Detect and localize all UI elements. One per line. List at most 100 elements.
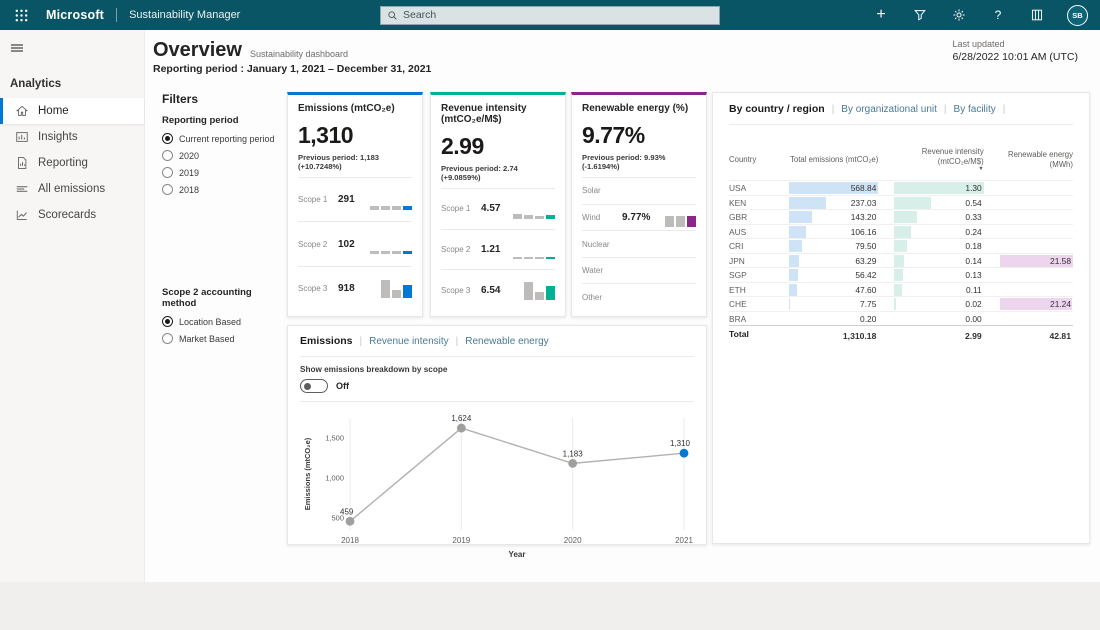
top-app-bar: Microsoft Sustainability Manager + ?: [0, 0, 1100, 30]
sidebar-item-all-emissions[interactable]: All emissions: [0, 176, 144, 202]
kpi-row-scope-1: Scope 1 4.57: [441, 187, 555, 229]
kpi-row-label: Nuclear: [582, 239, 610, 249]
total-label: Total: [729, 329, 749, 340]
table-row[interactable]: ETH 47.60 0.11: [729, 281, 1073, 297]
kpi-row-scope-2: Scope 2 1.21: [441, 228, 555, 270]
kpi-row-label: Solar: [582, 186, 601, 196]
y-tick-label: 500: [331, 514, 344, 523]
table-row[interactable]: GBR 143.20 0.33: [729, 209, 1073, 224]
kpi-row-label: Scope 2: [441, 244, 471, 254]
sidebar-item-home[interactable]: Home: [0, 98, 144, 124]
sidebar-item-insights[interactable]: Insights: [0, 124, 144, 150]
table-row[interactable]: CRI 79.50 0.18: [729, 238, 1073, 253]
radio-option-market-based[interactable]: Market Based: [162, 333, 286, 344]
table-cell-emissions: 237.03: [789, 196, 878, 209]
mini-bar: [524, 214, 533, 219]
data-bar: [999, 254, 1073, 267]
kpi-mini-bar-chart: [524, 280, 555, 301]
column-header-total-emissions-mtco-e[interactable]: Total emissions (mtCO₂e): [789, 155, 879, 165]
tab-by-organizational-unit[interactable]: By organizational unit: [841, 103, 937, 115]
trend-tab-revenue-intensity[interactable]: Revenue intensity: [369, 335, 449, 347]
data-bar: [894, 196, 932, 209]
radio-option-location-based[interactable]: Location Based: [162, 316, 286, 327]
kpi-mini-bar-chart: [513, 239, 555, 260]
table-cell-intensity: 0.24: [894, 225, 983, 238]
guide-book-icon[interactable]: [1028, 6, 1046, 24]
mini-bar: [687, 216, 696, 228]
help-icon[interactable]: ?: [994, 8, 1002, 22]
breakdown-table-tabs: By country / region | By organizational un…: [729, 103, 1073, 125]
table-cell-renewable: [1000, 269, 1073, 281]
radio-option-2018[interactable]: 2018: [162, 184, 286, 195]
reporting-icon: [15, 156, 29, 170]
table-cell-renewable: [1000, 284, 1073, 296]
kpi-mini-bar-chart: [370, 190, 412, 210]
settings-gear-icon[interactable]: [950, 6, 968, 24]
mini-bar: [676, 216, 685, 228]
scope-breakdown-toggle[interactable]: [300, 379, 328, 393]
table-cell-emissions: 568.84: [789, 182, 879, 195]
table-row[interactable]: CHE 7.75 0.02 21.24: [729, 296, 1073, 311]
cell-value: 56.42: [855, 270, 877, 281]
table-cell-country: JPN: [729, 255, 745, 266]
trend-tab-emissions[interactable]: Emissions: [300, 335, 353, 347]
column-header-renewable-energy-mwh[interactable]: Renewable energy (MWh): [1007, 150, 1073, 170]
radio-option-2020[interactable]: 2020: [162, 150, 286, 161]
radio-option-2019[interactable]: 2019: [162, 167, 286, 178]
table-cell-intensity: 0.18: [894, 240, 983, 253]
filter-group-label-scope-2-accounting-method: Scope 2 accounting method: [162, 287, 252, 309]
tab-separator: |: [1002, 103, 1006, 115]
sidebar-item-reporting[interactable]: Reporting: [0, 150, 144, 176]
kpi-previous-period: Previous period: 1,183 (+10.7248%): [298, 153, 380, 171]
scorecards-icon: [15, 208, 29, 222]
mini-bar: [370, 251, 379, 254]
hamburger-menu-icon[interactable]: [9, 40, 29, 60]
table-cell-renewable: [1000, 197, 1073, 209]
kpi-rows: Scope 1 291 Scope 2 102 Scope 3 918: [298, 177, 412, 310]
kpi-row-label: Wind: [582, 212, 601, 222]
tab-by-facility[interactable]: By facility: [953, 103, 996, 115]
main-content: Overview Sustainability dashboard Report…: [145, 30, 1100, 582]
table-row[interactable]: AUS 106.16 0.24: [729, 223, 1073, 239]
search-input[interactable]: [403, 9, 713, 21]
table-row[interactable]: BRA 0.20 0.00: [729, 310, 1073, 326]
user-avatar[interactable]: SB: [1067, 4, 1088, 26]
data-point-2018[interactable]: [345, 516, 355, 526]
data-point-2019[interactable]: [456, 423, 466, 433]
data-bar: [894, 182, 984, 195]
radio-button-icon: [162, 333, 173, 344]
app-launcher-waffle-icon[interactable]: [12, 6, 30, 24]
cell-value: 106.16: [850, 226, 877, 237]
table-cell-renewable: [1000, 313, 1073, 325]
global-search[interactable]: [380, 5, 720, 25]
new-item-plus-icon[interactable]: +: [876, 6, 886, 23]
column-header-country[interactable]: Country: [729, 155, 757, 165]
trend-tab-renewable-energy[interactable]: Renewable energy: [465, 335, 549, 347]
tab-by-country-region[interactable]: By country / region: [729, 103, 825, 115]
kpi-value: 1,310: [298, 122, 354, 148]
trend-tabs: Emissions | Revenue intensity | Renewable en…: [300, 335, 694, 357]
sidebar-item-scorecards[interactable]: Scorecards: [0, 202, 144, 228]
data-point-2020[interactable]: [568, 458, 578, 468]
sidebar-item-label: All emissions: [38, 183, 106, 195]
table-total-row: Total 1,310.18 2.99 42.81: [729, 325, 1073, 342]
kpi-card-emissions: Emissions (mtCO₂e) 1,310 Previous period: …: [287, 92, 423, 317]
kpi-row-scope-3: Scope 3 6.54: [441, 269, 555, 310]
table-row[interactable]: USA 568.84 1.30: [729, 180, 1073, 195]
column-header-revenue-intensity-mtco-e-m[interactable]: Revenue intensity (mtCO₂e/M$) ▼: [894, 147, 984, 173]
cell-value: 0.00: [965, 313, 982, 324]
table-cell-emissions: 106.16: [789, 225, 878, 238]
data-point-2021[interactable]: [679, 448, 689, 458]
filters-panel: Filters Reporting period Current reportin…: [162, 92, 286, 350]
table-row[interactable]: SGP 56.42 0.13: [729, 267, 1073, 282]
filter-funnel-icon[interactable]: [911, 6, 929, 24]
kpi-mini-bar-chart: [381, 278, 412, 299]
tab-separator: |: [943, 103, 947, 115]
radio-option-current-reporting-period[interactable]: Current reporting period: [162, 133, 286, 144]
app-name[interactable]: Sustainability Manager: [129, 9, 241, 21]
kpi-row-scope-1: Scope 1 291: [298, 177, 412, 221]
table-row[interactable]: JPN 63.29 0.14 21.58: [729, 252, 1073, 268]
kpi-row-value: 4.57: [481, 203, 501, 215]
table-row[interactable]: KEN 237.03 0.54: [729, 194, 1073, 210]
filter-groups: Reporting period Current reporting period…: [162, 115, 286, 344]
